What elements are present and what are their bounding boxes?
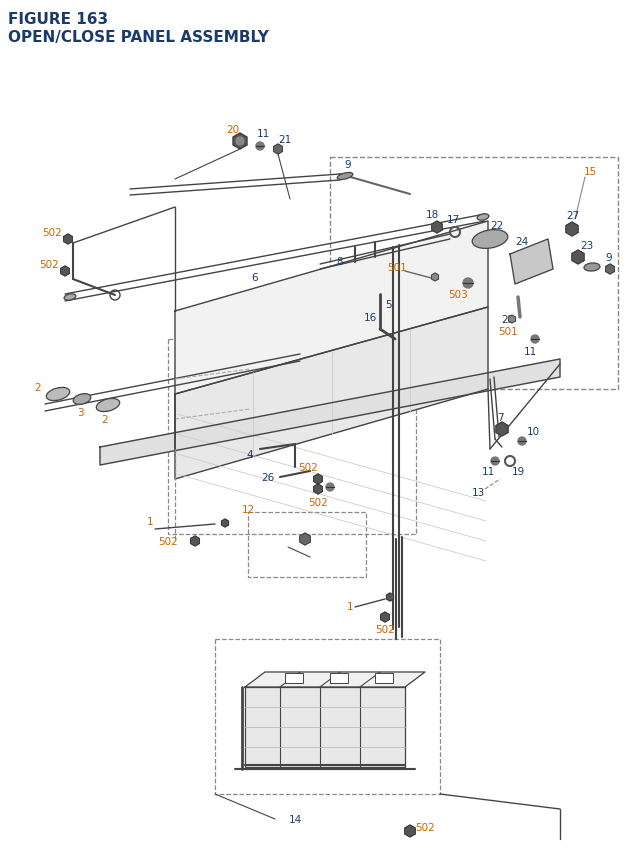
Text: 502: 502: [375, 624, 395, 635]
Text: 1: 1: [147, 517, 154, 526]
Polygon shape: [300, 533, 310, 545]
Polygon shape: [245, 687, 405, 767]
Polygon shape: [387, 593, 394, 601]
Polygon shape: [510, 239, 553, 285]
Polygon shape: [61, 267, 69, 276]
Circle shape: [463, 279, 473, 288]
Polygon shape: [381, 612, 389, 623]
Text: 26: 26: [261, 473, 275, 482]
Text: 502: 502: [42, 228, 62, 238]
Ellipse shape: [337, 173, 353, 180]
Text: 10: 10: [527, 426, 540, 437]
Circle shape: [326, 483, 334, 492]
Text: 24: 24: [515, 237, 529, 247]
Text: 15: 15: [584, 167, 596, 177]
Text: 2: 2: [35, 382, 42, 393]
Text: OPEN/CLOSE PANEL ASSEMBLY: OPEN/CLOSE PANEL ASSEMBLY: [8, 30, 269, 45]
Text: 8: 8: [337, 257, 343, 267]
Text: 17: 17: [446, 214, 460, 225]
Polygon shape: [191, 536, 199, 547]
Bar: [215, 639, 440, 794]
Polygon shape: [175, 307, 488, 480]
Text: 11: 11: [257, 129, 269, 139]
Polygon shape: [566, 223, 578, 237]
Text: 2: 2: [102, 414, 108, 424]
Text: 3: 3: [77, 407, 83, 418]
Bar: [285, 673, 303, 684]
Polygon shape: [314, 485, 323, 494]
Text: 27: 27: [566, 211, 580, 220]
Text: 502: 502: [39, 260, 59, 269]
Text: 21: 21: [278, 135, 292, 145]
Bar: [248, 512, 366, 578]
Polygon shape: [314, 474, 323, 485]
Circle shape: [256, 143, 264, 151]
Polygon shape: [432, 222, 442, 233]
Polygon shape: [496, 423, 508, 437]
Polygon shape: [175, 222, 488, 394]
Ellipse shape: [46, 388, 70, 401]
Text: 501: 501: [498, 326, 518, 337]
Text: 25: 25: [501, 314, 515, 325]
Text: 502: 502: [158, 536, 178, 547]
Text: 4: 4: [246, 449, 253, 460]
Ellipse shape: [477, 214, 489, 221]
Polygon shape: [100, 360, 560, 466]
Polygon shape: [405, 825, 415, 837]
Text: 9: 9: [605, 253, 612, 263]
Ellipse shape: [64, 294, 76, 300]
Bar: [375, 673, 393, 684]
Circle shape: [518, 437, 526, 445]
Text: 501: 501: [387, 263, 407, 273]
Text: 7: 7: [497, 412, 503, 423]
Text: 5: 5: [385, 300, 391, 310]
Text: 19: 19: [511, 467, 525, 476]
Text: 23: 23: [580, 241, 594, 251]
Text: 6: 6: [252, 273, 259, 282]
Text: 22: 22: [490, 220, 504, 231]
Ellipse shape: [472, 231, 508, 249]
Text: 18: 18: [426, 210, 438, 220]
Text: 14: 14: [289, 814, 301, 824]
Ellipse shape: [96, 399, 120, 412]
Polygon shape: [605, 264, 614, 275]
Polygon shape: [221, 519, 228, 528]
Text: 502: 502: [298, 462, 318, 473]
Circle shape: [236, 138, 244, 146]
Text: 11: 11: [481, 467, 495, 476]
Ellipse shape: [584, 263, 600, 272]
Polygon shape: [431, 274, 438, 282]
Ellipse shape: [73, 394, 91, 405]
Circle shape: [531, 336, 539, 344]
Circle shape: [491, 457, 499, 466]
Text: 502: 502: [415, 822, 435, 832]
Polygon shape: [233, 133, 247, 150]
Text: 13: 13: [472, 487, 484, 498]
Polygon shape: [63, 235, 72, 245]
Text: 502: 502: [308, 498, 328, 507]
Polygon shape: [274, 145, 282, 155]
Text: 1: 1: [347, 601, 353, 611]
Text: 16: 16: [364, 313, 376, 323]
Polygon shape: [572, 251, 584, 264]
Bar: [330, 158, 618, 389]
Text: 9: 9: [345, 160, 351, 170]
Text: FIGURE 163: FIGURE 163: [8, 12, 108, 27]
Text: 11: 11: [524, 347, 536, 356]
Text: 20: 20: [227, 125, 239, 135]
Bar: [330, 673, 348, 684]
Polygon shape: [245, 672, 425, 687]
Polygon shape: [509, 316, 515, 324]
Text: 12: 12: [241, 505, 255, 514]
Text: 503: 503: [448, 289, 468, 300]
Bar: [168, 339, 416, 535]
